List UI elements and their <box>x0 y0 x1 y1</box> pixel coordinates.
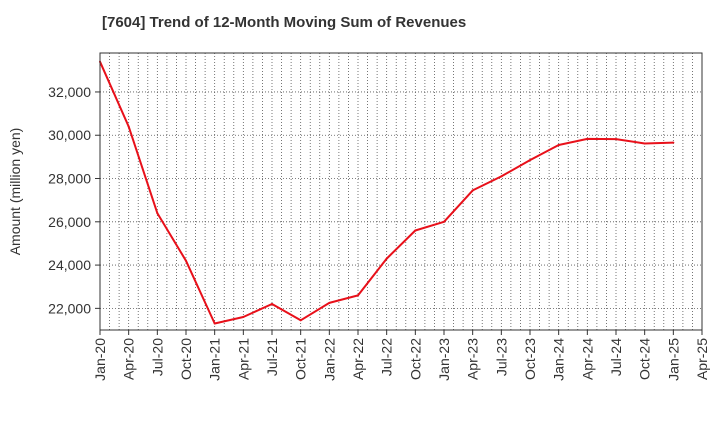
data-point <box>156 212 159 215</box>
x-tick-label: Jan-23 <box>436 338 452 381</box>
x-tick-label: Oct-24 <box>637 338 653 380</box>
x-tick-label: Oct-20 <box>178 338 194 380</box>
data-point <box>414 229 417 232</box>
y-axis: 22,000 24,000 26,000 28,000 30,000 32,000 <box>48 84 100 316</box>
x-tick-label: Apr-21 <box>235 338 251 380</box>
series-layer <box>99 60 675 325</box>
x-tick-label: Apr-20 <box>121 338 137 380</box>
plot-frame <box>99 52 703 331</box>
data-point <box>213 322 216 325</box>
x-tick-label: Apr-25 <box>694 338 710 380</box>
data-point <box>357 294 359 297</box>
y-tick-label: 28,000 <box>48 171 91 187</box>
data-point <box>615 138 617 141</box>
x-tick-label: Apr-23 <box>465 338 481 380</box>
x-tick-label: Jul-23 <box>493 338 509 376</box>
data-point <box>242 316 245 319</box>
y-tick-label: 24,000 <box>48 257 91 273</box>
x-tick-label: Jul-21 <box>264 338 280 376</box>
data-point <box>643 142 646 145</box>
data-point <box>557 143 560 146</box>
x-tick-label: Jul-24 <box>608 338 624 376</box>
x-tick-label: Jan-25 <box>665 338 681 381</box>
x-tick-label: Jul-20 <box>149 338 165 376</box>
data-point <box>299 319 302 322</box>
data-point <box>328 301 331 304</box>
data-point <box>586 137 589 140</box>
chart-title: [7604] Trend of 12-Month Moving Sum of R… <box>102 14 467 31</box>
y-tick-label: 22,000 <box>48 300 91 316</box>
y-tick-label: 30,000 <box>48 127 91 143</box>
data-point <box>271 303 273 306</box>
data-point <box>500 175 503 178</box>
x-tick-label: Apr-24 <box>579 338 595 380</box>
data-point <box>185 259 187 262</box>
x-tick-label: Jan-22 <box>321 338 337 381</box>
data-point <box>443 220 445 223</box>
x-tick-label: Jul-22 <box>379 338 395 376</box>
x-tick-label: Oct-21 <box>293 338 309 380</box>
data-point <box>385 257 388 260</box>
x-tick-label: Jan-21 <box>207 338 223 381</box>
y-tick-label: 26,000 <box>48 214 91 230</box>
data-point <box>471 189 474 192</box>
y-tick-label: 32,000 <box>48 84 91 100</box>
x-tick-label: Jan-20 <box>92 338 108 381</box>
data-point <box>127 125 130 128</box>
y-axis-label: Amount (million yen) <box>7 128 23 256</box>
x-tick-label: Oct-23 <box>522 338 538 380</box>
x-axis: Jan-20 Apr-20 Jul-20 Oct-20 Jan-21 Apr-21 Jul-… <box>92 330 710 381</box>
x-tick-label: Apr-22 <box>350 338 366 380</box>
data-point <box>672 141 675 144</box>
x-tick-label: Oct-22 <box>407 338 423 380</box>
grid <box>100 53 702 330</box>
data-point <box>529 159 531 162</box>
x-tick-label: Jan-24 <box>551 338 567 381</box>
